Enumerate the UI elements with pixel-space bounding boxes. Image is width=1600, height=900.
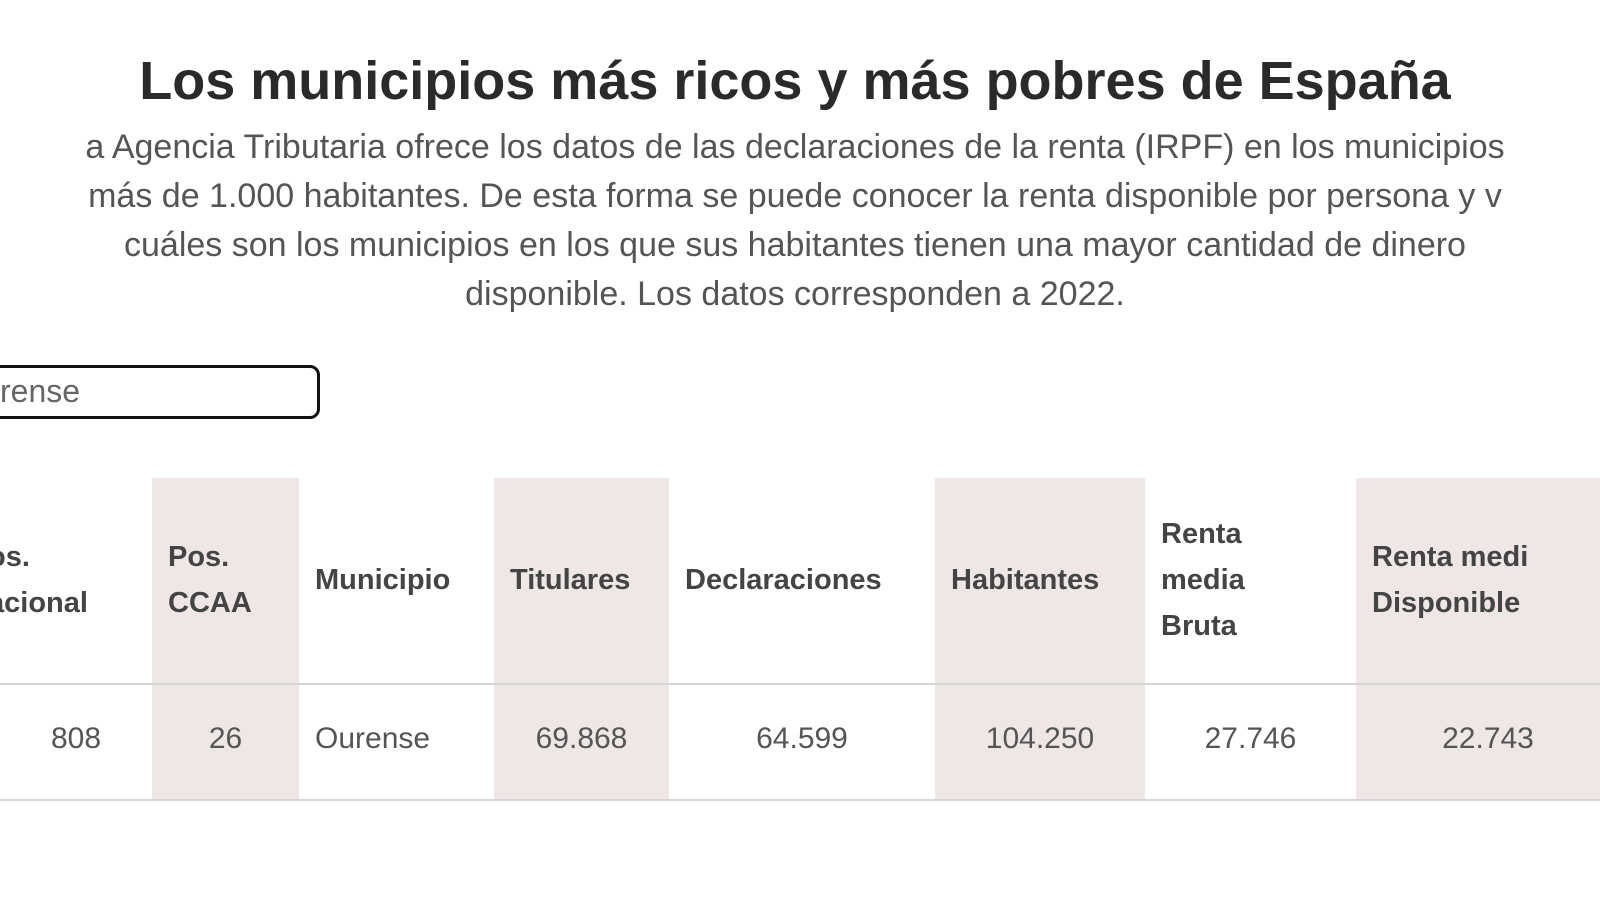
table-cell: 26 <box>208 722 243 755</box>
column-header: acional <box>0 587 88 619</box>
description-line: disponible. Los datos corresponden a 202… <box>465 275 1125 313</box>
table-cell: 808 <box>50 722 102 755</box>
column-shade <box>1356 478 1600 800</box>
page-title: Los municipios más ricos y más pobres de… <box>139 51 1451 111</box>
column-header: Renta <box>1161 518 1242 550</box>
table-cell: 64.599 <box>756 722 848 755</box>
column-header: Habitantes <box>951 564 1100 596</box>
column-shade <box>494 478 669 800</box>
description-line: cuáles son los municipios en los que sus… <box>124 226 1466 264</box>
column-shade <box>152 478 299 800</box>
table-cell: 104.250 <box>985 722 1095 755</box>
search-value: rense <box>0 373 81 409</box>
column-header: Municipio <box>315 564 451 596</box>
column-header: Disponible <box>1372 587 1521 619</box>
table-cell: 69.868 <box>535 722 628 755</box>
column-header: os. <box>0 541 30 573</box>
column-header: Pos. <box>168 541 230 573</box>
table-cell: Ourense <box>315 722 431 755</box>
column-header: Renta medi <box>1372 541 1529 573</box>
table-cell: 22.743 <box>1442 722 1534 755</box>
row-divider <box>0 683 1600 685</box>
description-line: más de 1.000 habitantes. De esta forma s… <box>88 177 1502 215</box>
search-input[interactable] <box>0 365 320 419</box>
column-shade <box>935 478 1145 800</box>
column-header: Titulares <box>510 564 631 596</box>
table-cell: 27.746 <box>1204 722 1297 755</box>
row-divider <box>0 799 1600 801</box>
column-header: media <box>1161 564 1245 596</box>
description-line: a Agencia Tributaria ofrece los datos de… <box>85 128 1505 166</box>
column-header: Bruta <box>1161 610 1237 642</box>
column-header: CCAA <box>168 587 252 619</box>
column-header: Declaraciones <box>685 564 882 596</box>
